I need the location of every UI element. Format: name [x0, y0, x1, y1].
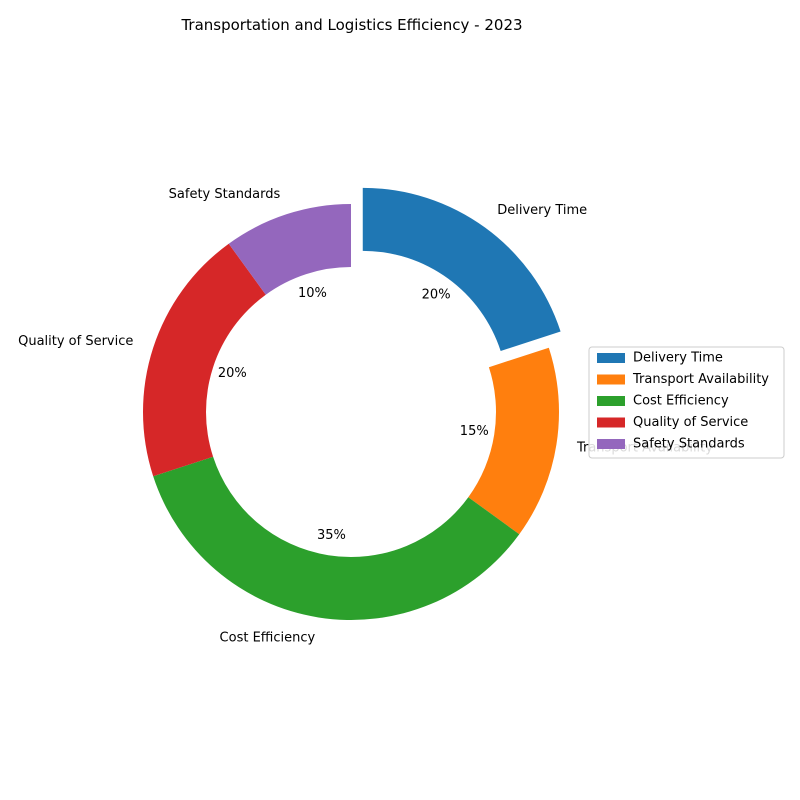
legend-label-transport-availability: Transport Availability [632, 372, 769, 387]
percent-label-quality-of-service: 20% [218, 366, 247, 381]
percent-label-delivery-time: 20% [422, 287, 451, 302]
chart-title: Transportation and Logistics Efficiency … [180, 16, 522, 34]
slice-delivery-time [362, 187, 561, 352]
legend-label-cost-efficiency: Cost Efficiency [633, 394, 729, 409]
legend-label-quality-of-service: Quality of Service [633, 415, 748, 430]
slice-transport-availability [468, 347, 559, 535]
legend-frame [588, 346, 785, 459]
category-label-delivery-time: Delivery Time [497, 203, 587, 218]
slices-group [143, 187, 561, 620]
percent-label-cost-efficiency: 35% [317, 528, 346, 543]
percent-label-safety-standards: 10% [298, 286, 327, 301]
category-label-cost-efficiency: Cost Efficiency [220, 630, 316, 645]
legend: Delivery Time Transport Availability Cost … [588, 346, 785, 459]
slice-quality-of-service [143, 243, 266, 477]
legend-label-delivery-time: Delivery Time [633, 351, 723, 366]
legend-swatch-safety-standards [597, 439, 625, 449]
slice-safety-standards [228, 204, 351, 295]
percent-labels-group: 20% 15% 35% 20% 10% [218, 286, 489, 543]
legend-swatch-quality-of-service [597, 417, 625, 428]
legend-swatch-cost-efficiency [597, 396, 625, 406]
legend-swatch-transport-availability [597, 374, 625, 385]
legend-swatch-delivery-time [597, 353, 625, 363]
percent-label-transport-availability: 15% [460, 424, 489, 439]
legend-label-safety-standards: Safety Standards [633, 437, 745, 452]
slice-cost-efficiency [153, 456, 520, 620]
category-label-quality-of-service: Quality of Service [18, 334, 133, 349]
category-label-safety-standards: Safety Standards [169, 187, 281, 202]
